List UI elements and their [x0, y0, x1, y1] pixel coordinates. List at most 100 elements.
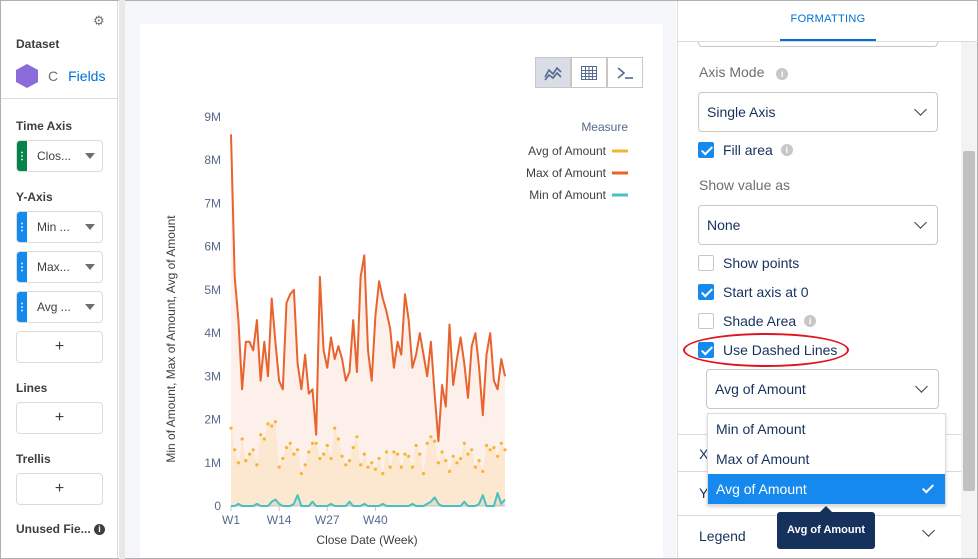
caret-down-icon[interactable]	[85, 304, 95, 310]
drag-handle-icon[interactable]: ⋮	[17, 292, 27, 322]
time-axis-label: Time Axis	[16, 119, 73, 133]
y-axis-pill-min[interactable]: ⋮ Min ...	[16, 211, 103, 243]
caret-down-icon[interactable]	[85, 153, 95, 159]
tab-formatting[interactable]: FORMATTING	[790, 13, 866, 25]
avg-data-point	[488, 448, 492, 452]
legend-section-label[interactable]: Legend	[699, 528, 746, 544]
series-area	[231, 421, 505, 506]
dropdown-option-max[interactable]: Max of Amount	[708, 444, 945, 474]
gear-icon[interactable]: ⚙	[93, 13, 105, 28]
avg-data-point	[296, 448, 300, 452]
info-icon[interactable]: i	[776, 68, 789, 80]
avg-data-point	[340, 454, 344, 458]
avg-data-point	[414, 443, 418, 448]
query-editor-button[interactable]	[607, 57, 643, 88]
start-axis-label: Start axis at 0	[723, 284, 809, 300]
y-axis-pill-max[interactable]: ⋮ Max...	[16, 251, 103, 283]
panel-scrollbar-thumb[interactable]	[963, 151, 975, 491]
axis-mode-select[interactable]: Single Axis	[698, 92, 938, 132]
avg-data-point	[240, 437, 244, 441]
time-axis-pill[interactable]: ⋮ Clos...	[16, 140, 103, 172]
add-y-axis-button[interactable]: +	[16, 331, 103, 363]
show-points-label: Show points	[723, 255, 800, 271]
avg-data-point	[451, 454, 455, 458]
avg-data-point	[288, 441, 292, 445]
caret-down-icon[interactable]	[85, 264, 95, 270]
start-axis-checkbox[interactable]	[698, 284, 714, 300]
chart-type-icon	[544, 66, 562, 80]
x-tick-label: W1	[222, 513, 240, 527]
dashed-series-select[interactable]: Avg of Amount	[706, 369, 939, 409]
partial-section-y: Y	[699, 485, 709, 501]
show-points-option[interactable]: Show points	[698, 255, 799, 271]
unused-fields-label: Unused Fie... i	[16, 522, 106, 536]
line-chart: 0 1M 2M 3M 4M 5M 6M 7M 8M 9M W1 W14 W27 W40 Min of Am…	[164, 110, 628, 547]
show-points-checkbox[interactable]	[698, 255, 714, 271]
y-tick-label: 1M	[204, 456, 221, 470]
start-axis-option[interactable]: Start axis at 0	[698, 284, 809, 300]
fill-area-option[interactable]: Fill area i	[698, 142, 793, 158]
x-tick-label: W40	[363, 513, 388, 527]
pill-label: Min ...	[37, 220, 70, 234]
avg-data-point	[496, 454, 500, 458]
avg-data-point	[381, 472, 385, 476]
chevron-down-icon[interactable]	[922, 524, 935, 537]
avg-data-point	[262, 437, 266, 441]
avg-data-point	[310, 441, 315, 445]
avg-data-point	[470, 448, 474, 452]
avg-data-point	[392, 450, 396, 454]
tab-divider	[678, 41, 978, 42]
chevron-down-icon	[914, 216, 927, 229]
avg-data-point	[462, 441, 466, 445]
drag-handle-icon[interactable]: ⋮	[17, 141, 27, 171]
drag-handle-icon[interactable]: ⋮	[17, 252, 27, 282]
y-axis-label: Y-Axis	[16, 190, 53, 204]
y-tick-label: 9M	[204, 110, 221, 124]
highlight-circle	[683, 333, 849, 367]
active-tab-indicator	[780, 39, 876, 41]
drag-handle-icon[interactable]: ⋮	[17, 212, 27, 242]
avg-data-point	[307, 450, 311, 454]
avg-data-point	[251, 448, 255, 452]
legend-entry-label: Min of Amount	[529, 188, 606, 202]
max-series-line	[230, 134, 506, 443]
avg-data-point	[388, 465, 392, 469]
axis-mode-value: Single Axis	[707, 104, 776, 120]
unused-fields-text: Unused Fie...	[16, 522, 91, 536]
avg-data-point	[329, 456, 333, 461]
cut-off-select[interactable]	[698, 42, 938, 47]
add-trellis-button[interactable]: +	[16, 473, 103, 505]
shade-area-option[interactable]: Shade Area i	[698, 313, 817, 329]
chevron-down-icon	[914, 103, 927, 116]
avg-data-point	[229, 426, 233, 430]
info-icon[interactable]: i	[804, 315, 817, 327]
avg-data-point	[384, 450, 389, 454]
dropdown-option-avg[interactable]: Avg of Amount	[708, 474, 945, 504]
table-view-button[interactable]	[571, 57, 607, 88]
fields-link[interactable]: Fields	[68, 68, 106, 84]
avg-data-point	[333, 426, 337, 430]
option-label: Avg of Amount	[716, 481, 807, 497]
y-tick-label: 3M	[204, 369, 221, 383]
legend-entry-label: Avg of Amount	[528, 144, 606, 158]
avg-data-point	[355, 435, 359, 439]
add-line-button[interactable]: +	[16, 402, 103, 434]
caret-down-icon[interactable]	[85, 224, 95, 230]
fill-area-checkbox[interactable]	[698, 142, 714, 158]
info-icon[interactable]: i	[94, 524, 106, 536]
y-axis-pill-avg[interactable]: ⋮ Avg ...	[16, 291, 103, 323]
show-value-as-select[interactable]: None	[698, 205, 938, 245]
chart-type-button[interactable]	[535, 57, 571, 88]
info-icon[interactable]: i	[780, 144, 793, 156]
sidebar-scrollbar[interactable]	[119, 0, 125, 559]
show-value-as-value: None	[707, 217, 741, 233]
pill-label: Clos...	[37, 149, 72, 163]
avg-data-point	[407, 454, 411, 458]
avg-data-point	[418, 452, 422, 456]
dataset-name: C	[48, 68, 59, 84]
y-tick-label: 2M	[204, 413, 221, 427]
trellis-label: Trellis	[16, 452, 51, 466]
dropdown-option-min[interactable]: Min of Amount	[708, 414, 945, 444]
y-tick-label: 7M	[204, 196, 221, 210]
shade-area-checkbox[interactable]	[698, 313, 714, 329]
